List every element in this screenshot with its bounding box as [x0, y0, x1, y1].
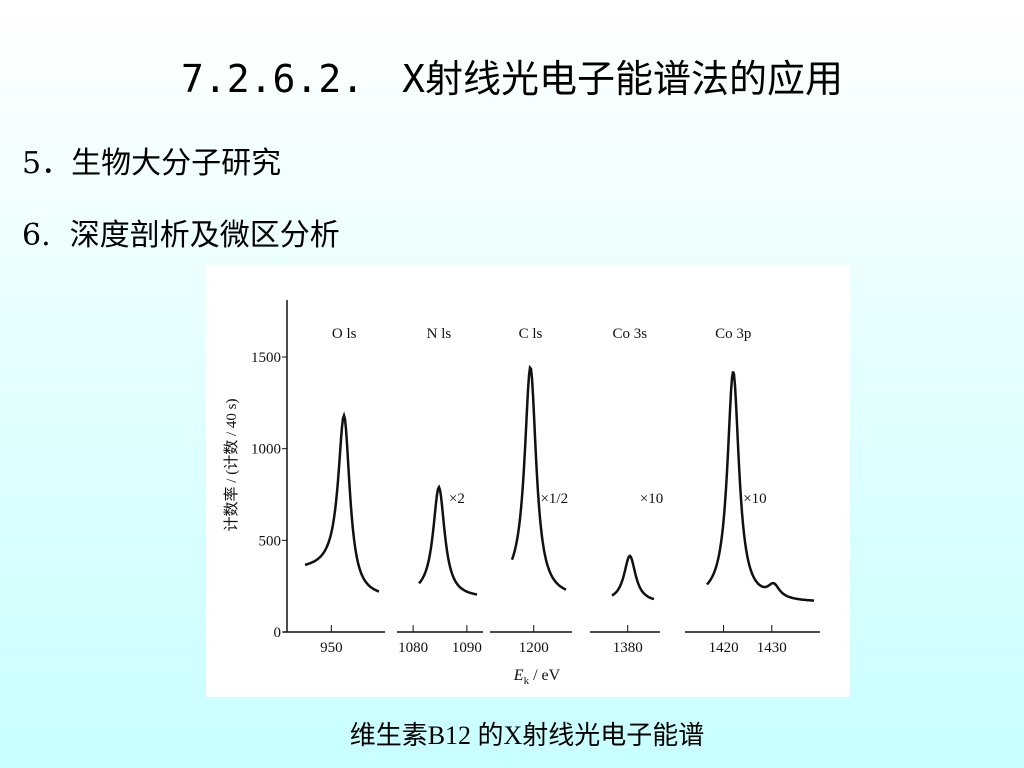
x-label-unit: / eV [529, 667, 561, 684]
y-tick-label: 500 [259, 533, 282, 549]
spectrum-curve [611, 554, 655, 601]
y-axis-label: 计数率 / (计数 / 40 s) [223, 399, 240, 532]
multiplier-label: ×1/2 [540, 491, 568, 507]
x-tick-label: 1380 [613, 640, 643, 656]
peak-label: C ls [519, 326, 543, 342]
spectrum-curve [510, 364, 567, 591]
bullet: 6. 深度剖析及微区分析 [22, 218, 340, 253]
caption: 维生素B12 的X射线光电子能谱 [349, 721, 705, 750]
bullet: 5．生物大分子研究 [22, 146, 282, 181]
x-tick-label: 1080 [398, 640, 428, 656]
x-label-symbol: E [513, 667, 524, 684]
slide-title: 7.2.6.2. X射线光电子能谱法的应用 [181, 57, 843, 101]
spectrum-curve [304, 411, 380, 593]
x-tick-label: 950 [320, 640, 343, 656]
y-tick-label: 1000 [251, 442, 281, 458]
spectrum-figure: 计数率 / (计数 / 40 s) Ek / eV 0 500 1000 1500 95… [206, 265, 850, 697]
spectrum-curve [706, 371, 815, 602]
peak-label: Co 3p [715, 326, 751, 342]
multiplier-label: ×10 [743, 491, 766, 507]
spectrum-curve [418, 484, 478, 596]
x-label-subscript: k [524, 675, 530, 687]
y-tick-label: 1500 [251, 350, 281, 366]
y-tick-label: 0 [274, 625, 282, 641]
figure-background [206, 265, 850, 697]
x-axis-label: Ek / eV [513, 667, 561, 687]
peak-label: Co 3s [613, 326, 648, 342]
x-tick-label: 1090 [452, 640, 482, 656]
peak-label: N ls [427, 326, 452, 342]
multiplier-label: ×10 [640, 491, 663, 507]
multiplier-label: ×2 [449, 491, 465, 507]
x-tick-label: 1420 [709, 640, 739, 656]
x-tick-label: 1430 [757, 640, 787, 656]
x-tick-label: 1200 [519, 640, 549, 656]
peak-label: O ls [332, 326, 357, 342]
